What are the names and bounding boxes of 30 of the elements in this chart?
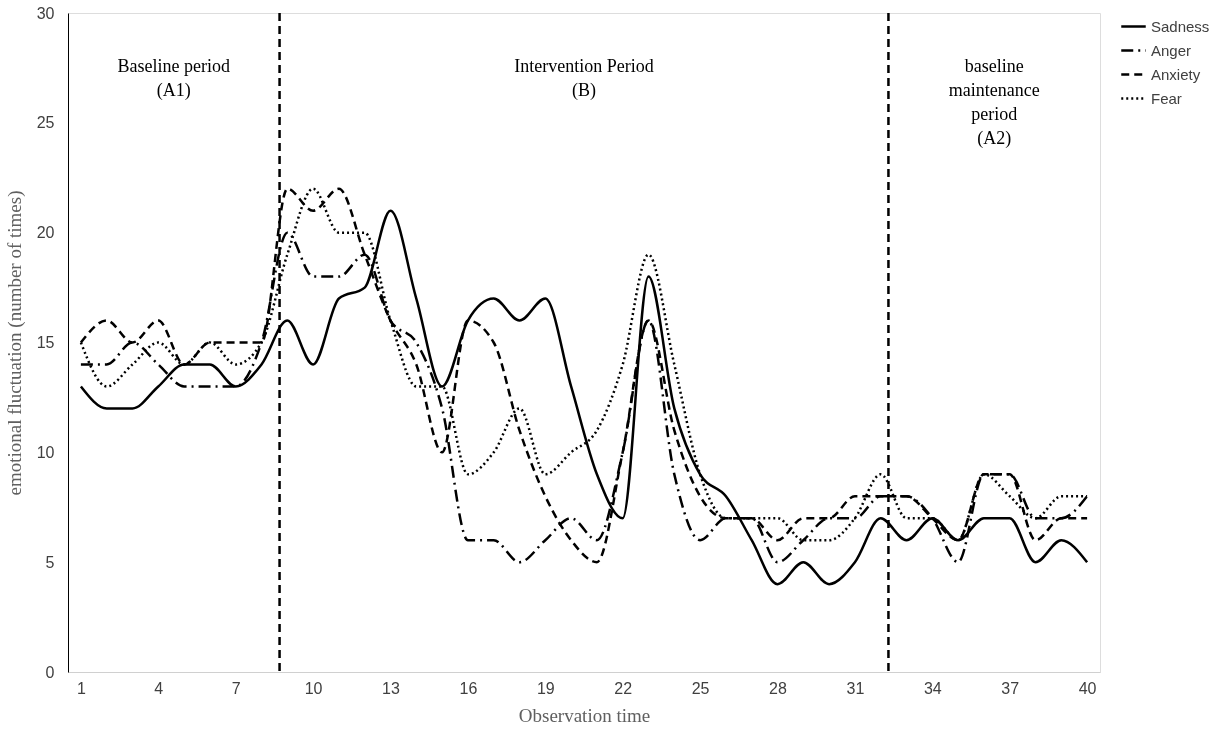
annotation: Intervention Period (B) <box>514 56 654 101</box>
x-tick-label: 1 <box>76 679 86 697</box>
x-tick-label: 16 <box>459 679 478 697</box>
y-tick-label: 0 <box>45 663 55 681</box>
x-tick-label: 7 <box>231 679 241 697</box>
y-tick-label: 10 <box>36 443 55 461</box>
legend-label: Fear <box>1151 89 1182 107</box>
annotation: Baseline period (A1) <box>117 56 231 101</box>
x-tick-label: 28 <box>769 679 787 697</box>
y-tick-label: 15 <box>36 334 55 351</box>
x-tick-label: 40 <box>1078 679 1097 697</box>
x-tick-label: 34 <box>923 679 942 697</box>
x-tick-label: 25 <box>691 679 710 697</box>
annotation: baseline maintenance period (A2) <box>948 56 1040 149</box>
legend-label: Anxiety <box>1151 65 1201 83</box>
y-tick-label: 20 <box>36 224 55 242</box>
y-tick-label: 30 <box>36 4 55 22</box>
x-tick-label: 31 <box>846 679 865 697</box>
x-tick-label: 19 <box>536 679 555 697</box>
x-tick-label: 13 <box>382 679 400 697</box>
x-tick-label: 10 <box>304 679 323 697</box>
y-axis-title: emotional fluctuation (number of times) <box>3 190 26 496</box>
x-tick-label: 37 <box>1001 679 1020 697</box>
legend-label: Anger <box>1151 41 1192 59</box>
legend-label: Sadness <box>1151 17 1210 35</box>
y-tick-label: 25 <box>36 114 55 132</box>
x-tick-label: 4 <box>154 679 164 697</box>
x-axis-title: Observation time <box>518 704 651 726</box>
y-tick-label: 5 <box>45 553 55 571</box>
x-tick-label: 22 <box>614 679 633 697</box>
